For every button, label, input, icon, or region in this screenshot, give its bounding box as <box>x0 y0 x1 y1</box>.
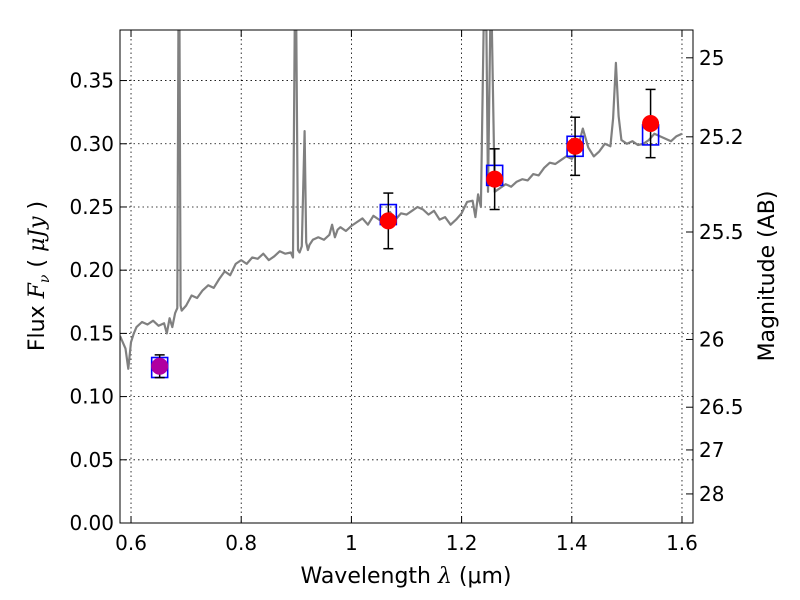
y-tick-label: 0.25 <box>69 195 114 219</box>
y2-tick-label: 26.5 <box>699 395 744 419</box>
x-tick-label: 0.8 <box>225 531 257 555</box>
plot-frame <box>119 29 694 524</box>
y2-axis-title: Magnitude (AB) <box>755 191 780 362</box>
observed-point <box>379 212 397 230</box>
observed-point <box>486 170 504 188</box>
x-tick-label: 1.2 <box>446 531 478 555</box>
x-tick-label: 1.6 <box>666 531 698 555</box>
y-tick-label: 0.35 <box>69 69 114 93</box>
y2-tick-label: 27 <box>699 438 724 462</box>
y-tick-label: 0.20 <box>69 258 114 282</box>
y-tick-label: 0.30 <box>69 132 114 156</box>
y2-tick-label: 25 <box>699 46 724 70</box>
x-tick-label: 1 <box>345 531 358 555</box>
observed-point <box>642 115 660 133</box>
y2-tick-label: 26 <box>699 327 724 351</box>
x-axis-title: Wavelength λ (μm) <box>300 564 511 589</box>
grid <box>120 30 693 524</box>
y2-tick-label: 25.5 <box>699 220 744 244</box>
y-tick-label: 0.15 <box>69 321 114 345</box>
observed-point <box>566 137 584 155</box>
y-tick-label: 0.05 <box>69 448 114 472</box>
x-tick-label: 0.6 <box>115 531 147 555</box>
observed-point <box>151 357 169 375</box>
y-tick-label: 0.00 <box>69 511 114 535</box>
y-tick-label: 0.10 <box>69 385 114 409</box>
plot-data <box>120 30 683 379</box>
axis-ticks: 0.6 0.8 1 1.2 1.4 1.6 0.00 0.05 0.10 0.15 0.20 0.25… <box>69 30 744 555</box>
y-axis-title: Flux Fν ( μJy ) <box>25 201 53 351</box>
y2-tick-label: 28 <box>699 482 724 506</box>
y2-tick-label: 25.2 <box>699 125 744 149</box>
x-tick-label: 1.4 <box>556 531 588 555</box>
